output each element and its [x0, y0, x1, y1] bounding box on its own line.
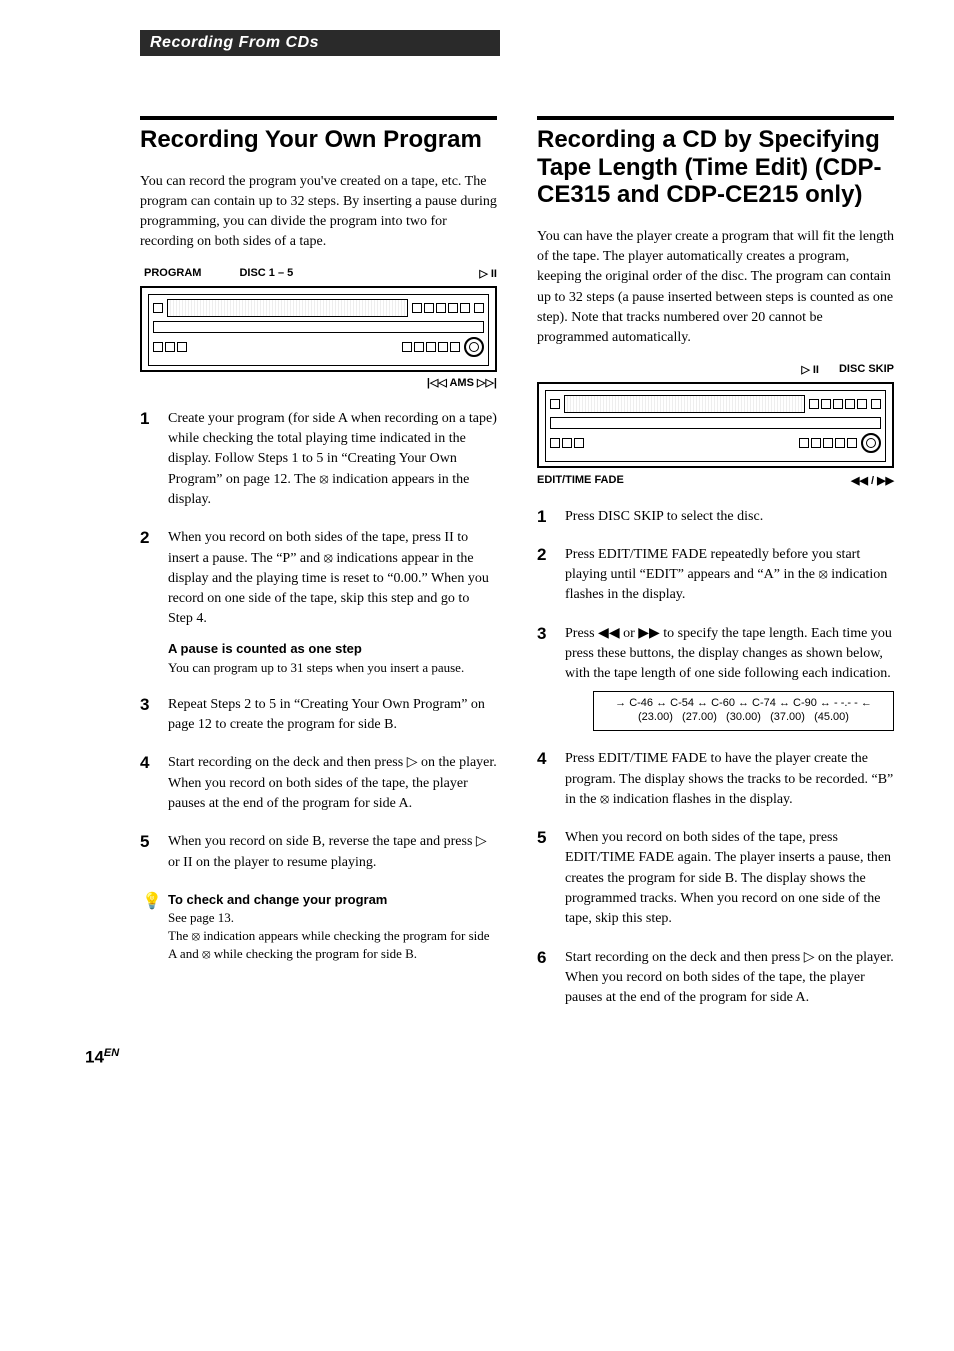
- step-text: Press DISC SKIP to select the disc.: [565, 509, 763, 524]
- step2-sub: You can program up to 31 steps when you …: [168, 659, 497, 677]
- right-step-3: Press ◀◀ or ▶▶ to specify the tape lengt…: [537, 624, 894, 731]
- step-text: When you record on both sides of the tap…: [565, 830, 891, 926]
- step-text: When you record on side B, reverse the t…: [168, 834, 487, 869]
- right-intro: You can have the player create a program…: [537, 227, 894, 349]
- left-step-4: Start recording on the deck and then pre…: [140, 753, 497, 814]
- left-steps: Create your program (for side A when rec…: [140, 409, 497, 873]
- tip-line1: See page 13.: [168, 910, 234, 925]
- right-step-5: When you record on both sides of the tap…: [537, 828, 894, 929]
- heading-rule: [140, 116, 497, 120]
- left-title: Recording Your Own Program: [140, 126, 497, 154]
- right-column: Recording a CD by Specifying Tape Length…: [537, 116, 894, 1027]
- right-step-6: Start recording on the deck and then pre…: [537, 948, 894, 1009]
- right-steps: Press DISC SKIP to select the disc. Pres…: [537, 507, 894, 1009]
- step-text: Press ◀◀ or ▶▶ to specify the tape lengt…: [565, 626, 892, 682]
- right-step-1: Press DISC SKIP to select the disc.: [537, 507, 894, 527]
- left-step-5: When you record on side B, reverse the t…: [140, 832, 497, 873]
- step-text: Start recording on the deck and then pre…: [168, 755, 497, 811]
- section-header-band: Recording From CDs: [140, 30, 500, 56]
- label-program: PROGRAM: [144, 267, 201, 280]
- page-number-lang: EN: [104, 1047, 119, 1059]
- label-edit-time-fade: EDIT/TIME FADE: [537, 474, 624, 487]
- right-step-2: Press EDIT/TIME FADE repeatedly before y…: [537, 545, 894, 606]
- label-play-pause: ▷ II: [479, 267, 497, 280]
- left-column: Recording Your Own Program You can recor…: [140, 116, 497, 1027]
- left-step-1: Create your program (for side A when rec…: [140, 409, 497, 510]
- label-disc15: DISC 1 – 5: [239, 267, 293, 280]
- tip-title: To check and change your program: [168, 892, 387, 907]
- right-title: Recording a CD by Specifying Tape Length…: [537, 126, 894, 209]
- step-text: Press EDIT/TIME FADE to have the player …: [565, 751, 893, 807]
- tape-row: → C-46 ↔ C-54 ↔ C-60 ↔ C-74 ↔ C-90 ↔ - -…: [604, 696, 883, 710]
- tape-length-box: → C-46 ↔ C-54 ↔ C-60 ↔ C-74 ↔ C-90 ↔ - -…: [593, 691, 894, 732]
- left-step-3: Repeat Steps 2 to 5 in “Creating Your Ow…: [140, 695, 497, 736]
- step-text: Repeat Steps 2 to 5 in “Creating Your Ow…: [168, 697, 485, 732]
- right-step-4: Press EDIT/TIME FADE to have the player …: [537, 749, 894, 810]
- tape-times: (23.00) (27.00) (30.00) (37.00) (45.00): [604, 710, 883, 724]
- page-number: 14EN: [0, 1047, 954, 1068]
- device-top-labels-left: PROGRAM DISC 1 – 5 ▷ II: [144, 267, 497, 280]
- step2-sub-bold: A pause is counted as one step: [168, 640, 497, 659]
- device-top-labels-right: ▷ II DISC SKIP: [541, 363, 894, 376]
- label-play-pause: ▷ II: [801, 363, 819, 376]
- heading-rule: [537, 116, 894, 120]
- step-text: Create your program (for side A when rec…: [168, 411, 497, 507]
- page-number-value: 14: [85, 1047, 104, 1066]
- page-columns: Recording Your Own Program You can recor…: [0, 56, 954, 1047]
- step-text: Press EDIT/TIME FADE repeatedly before y…: [565, 547, 887, 603]
- left-intro: You can record the program you've create…: [140, 172, 497, 253]
- step-text: When you record on both sides of the tap…: [168, 530, 489, 626]
- step-text: Start recording on the deck and then pre…: [565, 950, 894, 1006]
- left-step-2: When you record on both sides of the tap…: [140, 528, 497, 677]
- label-rew-ff: ◀◀ / ▶▶: [851, 474, 894, 487]
- tip-line2: The ⦻ indication appears while checking …: [168, 928, 490, 961]
- tip-icon: 💡: [142, 891, 162, 913]
- device-diagram-right: [537, 382, 894, 468]
- label-disc-skip: DISC SKIP: [839, 363, 894, 376]
- tip-block: 💡 To check and change your program See p…: [140, 891, 497, 964]
- device-diagram-left: [140, 286, 497, 372]
- label-ams: |◁◁ AMS ▷▷|: [140, 376, 497, 389]
